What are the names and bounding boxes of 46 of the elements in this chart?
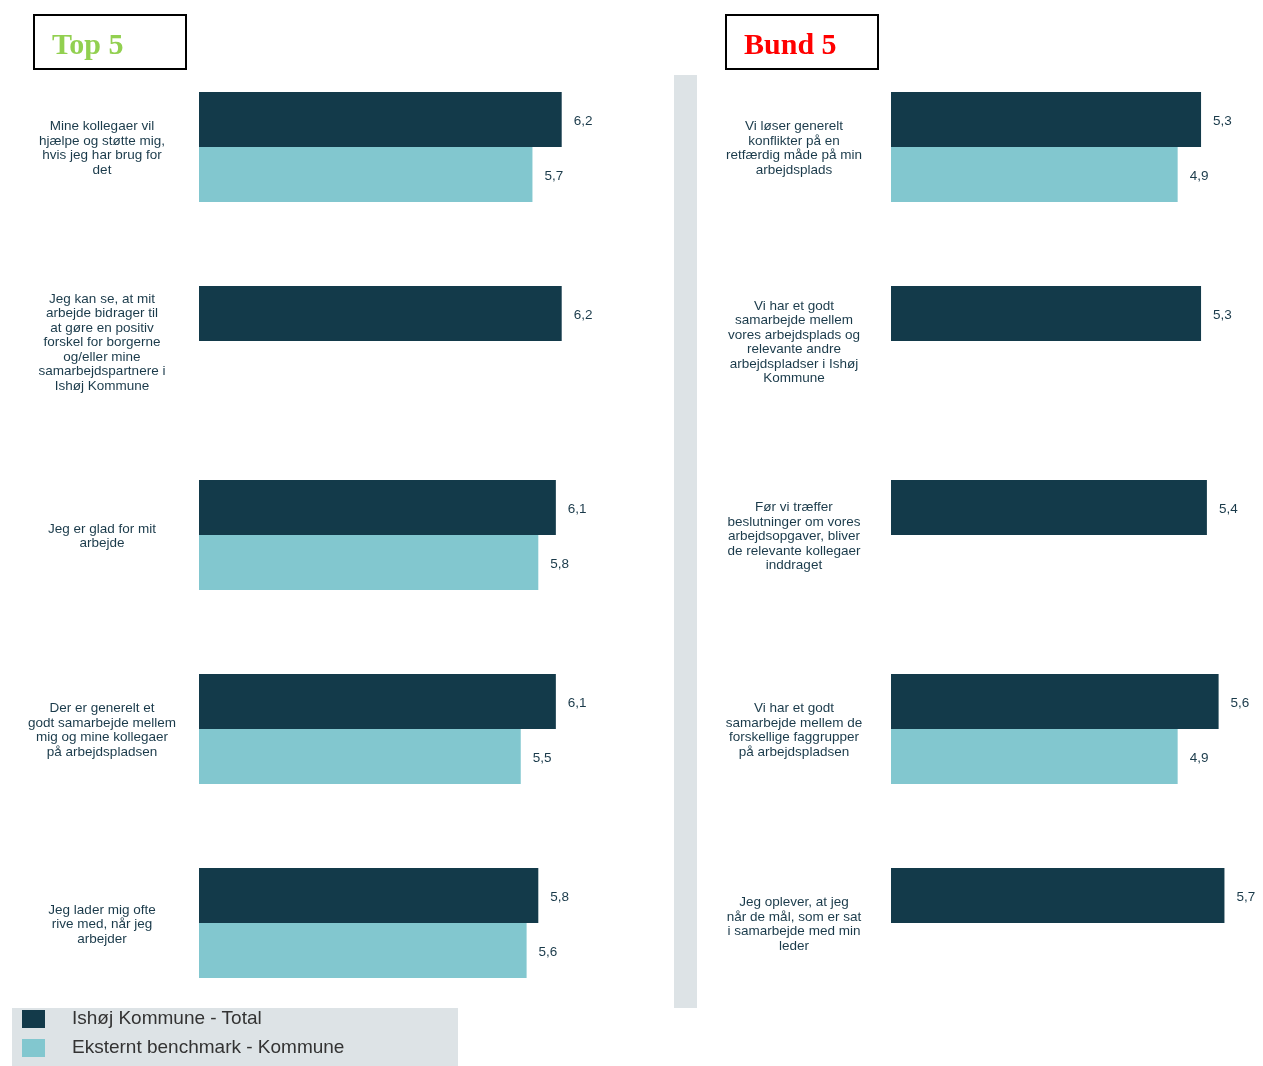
legend-label: Eksternt benchmark - Kommune (72, 1036, 345, 1057)
data-label: 4,9 (1189, 749, 1209, 765)
bar (891, 286, 1202, 341)
y-tick-label: Vi løser generelt konflikter på en retfærdig måde på min arbejdsplads (726, 118, 862, 177)
data-label: 6,2 (573, 306, 593, 322)
legend-label: Ishøj Kommune - Total (72, 1007, 262, 1028)
y-tick-label: Før vi træffer beslutninger om vores arbejdsopgaver, bliver de relevante kollegaer inddraget (727, 499, 861, 572)
y-tick-label: Mine kollegaer vil hjælpe og støtte mig, hvis jeg har brug for det (38, 118, 166, 177)
chart-title: Top 5 (52, 27, 124, 60)
data-label: 5,6 (1230, 694, 1250, 710)
data-label: 6,1 (567, 694, 587, 710)
data-label: 5,6 (538, 943, 558, 959)
data-label: 5,8 (550, 555, 570, 571)
y-tick-label: Vi har et godt samarbejde mellem de forskellige faggrupper på arbejdspladsen (725, 700, 863, 759)
bar (891, 674, 1219, 729)
data-label: 5,7 (544, 167, 564, 183)
bar (891, 92, 1202, 147)
data-label: 4,9 (1189, 167, 1209, 183)
bar (891, 729, 1178, 784)
bar (199, 147, 533, 202)
data-label: 5,8 (550, 888, 570, 904)
data-label: 6,1 (567, 500, 587, 516)
y-tick-label: Der er generelt et godt samarbejde mellem mig og mine kollegaer på arbejdspladsen (28, 700, 176, 759)
bar (199, 729, 521, 784)
y-tick-label: Jeg oplever, at jeg når de mål, som er sat i samarbejde med min leder (726, 894, 862, 953)
bar (199, 286, 562, 341)
bar (199, 535, 539, 590)
bar (891, 480, 1207, 535)
bar (891, 868, 1225, 923)
data-label: 5,3 (1213, 306, 1232, 322)
data-label: 5,5 (532, 749, 552, 765)
data-label: 6,2 (573, 112, 593, 128)
bar (199, 923, 527, 978)
bar (199, 674, 556, 729)
data-label: 5,3 (1213, 112, 1232, 128)
bar (199, 92, 562, 147)
bar (891, 147, 1178, 202)
data-label: 5,7 (1236, 888, 1256, 904)
y-tick-label: Vi har et godt samarbejde mellem vores arbejdsplads og relevante andre arbejdspladser i Ishøj Kommune (727, 297, 861, 386)
y-tick-label: Jeg lader mig ofte rive med, når jeg arbejder (48, 901, 156, 946)
bar (199, 868, 539, 923)
y-tick-label: Jeg kan se, at mit arbejde bidrager til at gøre en positiv forskel for borgerne og/eller mine samarbejdspartnere i Ishøj Kommune (38, 290, 166, 393)
y-tick-label: Jeg er glad for mit arbejde (47, 520, 157, 551)
chart-title: Bund 5 (744, 27, 837, 60)
bar (199, 480, 556, 535)
data-label: 5,4 (1218, 500, 1239, 516)
